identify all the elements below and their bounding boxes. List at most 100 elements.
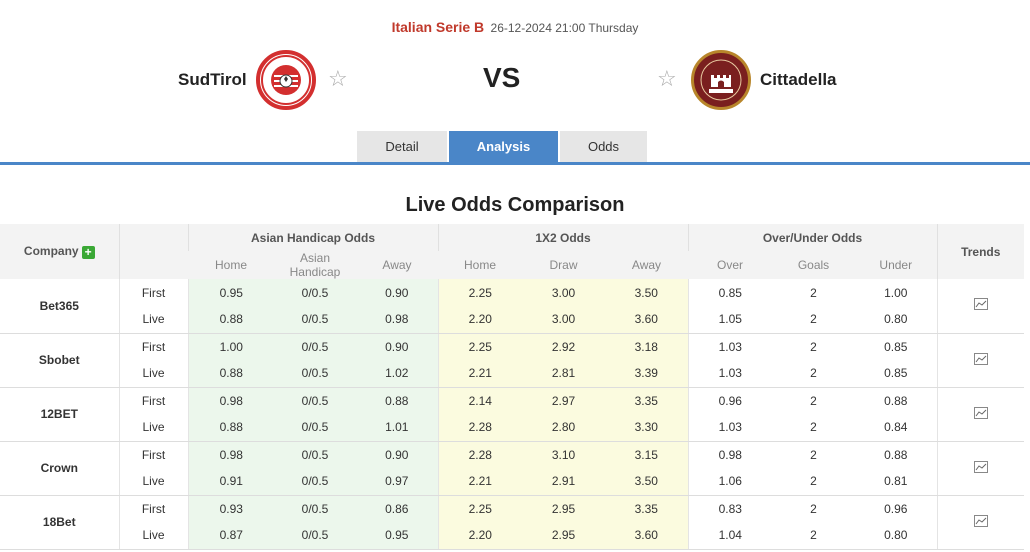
ah-odds-cell[interactable]: 0.90 (356, 333, 438, 360)
ah-odds-cell[interactable]: 0.90 (356, 441, 438, 468)
x12-odds-cell[interactable]: 2.91 (522, 468, 605, 496)
home-team-logo[interactable] (256, 50, 316, 110)
ah-odds-cell[interactable]: 0.88 (187, 414, 274, 442)
x12-odds-cell[interactable]: 2.97 (522, 387, 605, 414)
away-team-logo[interactable] (691, 50, 751, 110)
ah-odds-cell[interactable]: 0.95 (356, 522, 438, 550)
ah-odds-cell[interactable]: 1.02 (356, 360, 438, 388)
x12-odds-cell[interactable]: 3.18 (605, 333, 688, 360)
ah-odds-cell[interactable]: 0.88 (187, 360, 274, 388)
ou-odds-cell[interactable]: 2 (772, 414, 855, 442)
trend-chart-icon[interactable] (936, 495, 1024, 550)
ah-odds-cell[interactable]: 0/0.5 (274, 387, 356, 414)
ah-odds-cell[interactable]: 0.86 (356, 495, 438, 522)
away-team-name[interactable]: Cittadella (760, 70, 837, 89)
ah-odds-cell[interactable]: 0.93 (187, 495, 274, 522)
trend-chart-icon[interactable] (936, 387, 1024, 442)
ou-odds-cell[interactable]: 1.05 (687, 306, 772, 334)
ou-odds-cell[interactable]: 0.83 (687, 495, 772, 522)
league-name[interactable]: Italian Serie B (391, 19, 485, 35)
ah-odds-cell[interactable]: 0/0.5 (274, 495, 356, 522)
x12-odds-cell[interactable]: 2.25 (437, 279, 522, 306)
ou-odds-cell[interactable]: 2 (772, 468, 855, 496)
ah-odds-cell[interactable]: 0/0.5 (274, 468, 356, 496)
ah-odds-cell[interactable]: 0.98 (356, 306, 438, 334)
ou-odds-cell[interactable]: 0.88 (855, 441, 937, 468)
ou-odds-cell[interactable]: 0.96 (855, 495, 937, 522)
ou-odds-cell[interactable]: 2 (772, 360, 855, 388)
ah-odds-cell[interactable]: 1.00 (187, 333, 274, 360)
x12-odds-cell[interactable]: 2.20 (437, 522, 522, 550)
ah-odds-cell[interactable]: 0.91 (187, 468, 274, 496)
trend-chart-icon[interactable] (936, 279, 1024, 334)
ou-odds-cell[interactable]: 2 (772, 306, 855, 334)
tab-detail[interactable]: Detail (357, 131, 447, 162)
x12-odds-cell[interactable]: 3.60 (605, 522, 688, 550)
x12-odds-cell[interactable]: 2.92 (522, 333, 605, 360)
x12-odds-cell[interactable]: 3.35 (605, 387, 688, 414)
ah-odds-cell[interactable]: 0.88 (187, 306, 274, 334)
tab-analysis[interactable]: Analysis (449, 131, 558, 162)
ah-odds-cell[interactable]: 0.88 (356, 387, 438, 414)
ou-odds-cell[interactable]: 1.03 (687, 360, 772, 388)
ou-odds-cell[interactable]: 2 (772, 279, 855, 306)
ah-odds-cell[interactable]: 0/0.5 (274, 279, 356, 306)
ah-odds-cell[interactable]: 0.87 (187, 522, 274, 550)
x12-odds-cell[interactable]: 3.00 (522, 279, 605, 306)
company-name[interactable]: Sbobet (0, 333, 120, 388)
ah-odds-cell[interactable]: 0/0.5 (274, 360, 356, 388)
ou-odds-cell[interactable]: 1.04 (687, 522, 772, 550)
x12-odds-cell[interactable]: 2.95 (522, 495, 605, 522)
x12-odds-cell[interactable]: 2.80 (522, 414, 605, 442)
x12-odds-cell[interactable]: 3.50 (605, 279, 688, 306)
tab-odds[interactable]: Odds (560, 131, 647, 162)
company-name[interactable]: Crown (0, 441, 120, 496)
x12-odds-cell[interactable]: 2.28 (437, 414, 522, 442)
ou-odds-cell[interactable]: 1.00 (855, 279, 937, 306)
x12-odds-cell[interactable]: 3.30 (605, 414, 688, 442)
x12-odds-cell[interactable]: 2.28 (437, 441, 522, 468)
x12-odds-cell[interactable]: 3.00 (522, 306, 605, 334)
favorite-home-star-icon[interactable]: ☆ (328, 66, 348, 91)
ah-odds-cell[interactable]: 0.95 (187, 279, 274, 306)
x12-odds-cell[interactable]: 2.25 (437, 333, 522, 360)
ah-odds-cell[interactable]: 0.98 (187, 441, 274, 468)
ah-odds-cell[interactable]: 0/0.5 (274, 306, 356, 334)
ou-odds-cell[interactable]: 0.96 (687, 387, 772, 414)
favorite-away-star-icon[interactable]: ☆ (657, 66, 677, 91)
x12-odds-cell[interactable]: 3.50 (605, 468, 688, 496)
ou-odds-cell[interactable]: 0.84 (855, 414, 937, 442)
ah-odds-cell[interactable]: 0/0.5 (274, 522, 356, 550)
ou-odds-cell[interactable]: 1.06 (687, 468, 772, 496)
x12-odds-cell[interactable]: 3.35 (605, 495, 688, 522)
x12-odds-cell[interactable]: 3.39 (605, 360, 688, 388)
x12-odds-cell[interactable]: 3.10 (522, 441, 605, 468)
ah-odds-cell[interactable]: 0.98 (187, 387, 274, 414)
ah-odds-cell[interactable]: 0/0.5 (274, 333, 356, 360)
x12-odds-cell[interactable]: 3.60 (605, 306, 688, 334)
plus-icon[interactable]: + (81, 245, 95, 259)
ah-odds-cell[interactable]: 0/0.5 (274, 441, 356, 468)
x12-odds-cell[interactable]: 2.25 (437, 495, 522, 522)
ou-odds-cell[interactable]: 0.88 (855, 387, 937, 414)
trend-chart-icon[interactable] (936, 441, 1024, 496)
company-name[interactable]: Bet365 (0, 279, 120, 334)
ou-odds-cell[interactable]: 2 (772, 333, 855, 360)
trend-chart-icon[interactable] (936, 333, 1024, 388)
ou-odds-cell[interactable]: 1.03 (687, 333, 772, 360)
ou-odds-cell[interactable]: 0.80 (855, 306, 937, 334)
x12-odds-cell[interactable]: 2.21 (437, 360, 522, 388)
ou-odds-cell[interactable]: 1.03 (687, 414, 772, 442)
ah-odds-cell[interactable]: 0/0.5 (274, 414, 356, 442)
x12-odds-cell[interactable]: 2.95 (522, 522, 605, 550)
home-team-name[interactable]: SudTirol (178, 70, 247, 89)
ou-odds-cell[interactable]: 0.80 (855, 522, 937, 550)
ah-odds-cell[interactable]: 0.90 (356, 279, 438, 306)
x12-odds-cell[interactable]: 2.14 (437, 387, 522, 414)
x12-odds-cell[interactable]: 3.15 (605, 441, 688, 468)
ou-odds-cell[interactable]: 2 (772, 387, 855, 414)
ou-odds-cell[interactable]: 0.81 (855, 468, 937, 496)
ou-odds-cell[interactable]: 0.85 (687, 279, 772, 306)
ou-odds-cell[interactable]: 2 (772, 495, 855, 522)
ou-odds-cell[interactable]: 0.85 (855, 333, 937, 360)
